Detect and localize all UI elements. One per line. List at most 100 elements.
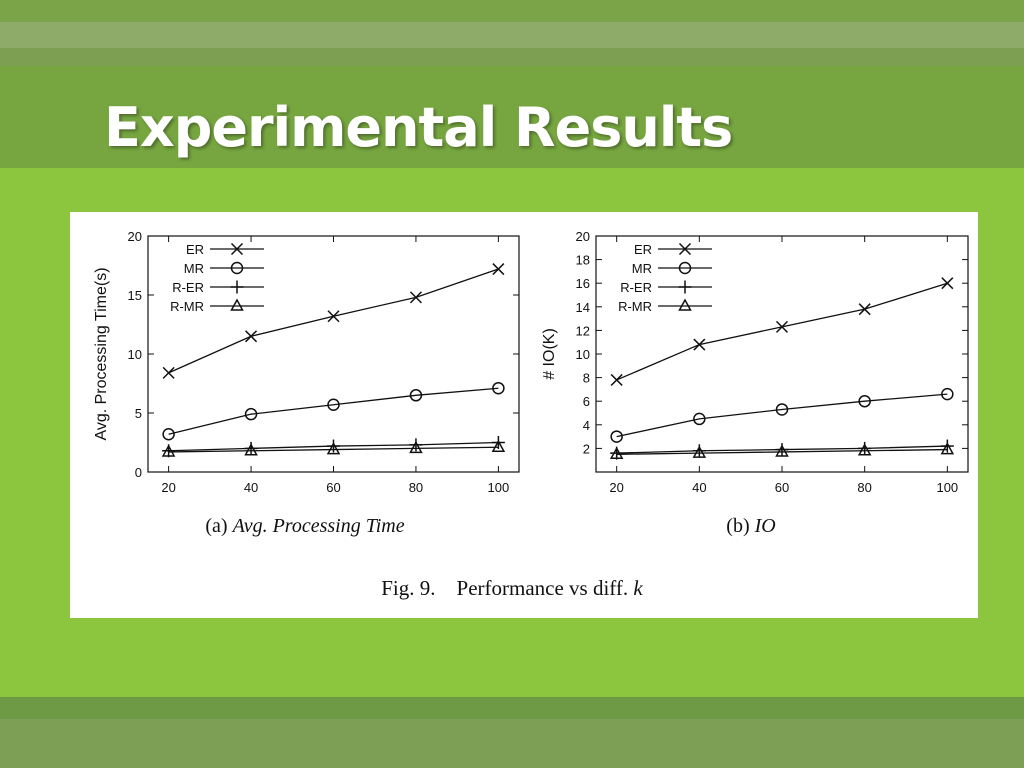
y-tick-label: 20 xyxy=(576,229,590,244)
data-point-er xyxy=(245,330,258,343)
x-tick-label: 20 xyxy=(609,480,623,495)
y-tick-label: 0 xyxy=(135,465,142,480)
data-point-mr xyxy=(409,389,423,402)
legend-marker xyxy=(230,261,244,275)
x-tick-label: 100 xyxy=(488,480,510,495)
legend-label: R-ER xyxy=(172,280,204,295)
series-er xyxy=(610,277,954,386)
data-point-r-mr xyxy=(857,443,872,456)
data-point-mr xyxy=(492,381,505,395)
figure-caption: Fig. 9. Performance vs diff. k xyxy=(381,576,643,600)
figure-caption-label: Fig. 9. xyxy=(381,576,456,600)
footer-stripe xyxy=(0,697,1024,719)
legend-label: ER xyxy=(186,242,204,257)
data-point-r-mr xyxy=(692,445,707,458)
series-line-er xyxy=(616,282,948,381)
data-point-er xyxy=(858,303,871,316)
subfigure-label: (b) xyxy=(726,515,754,537)
data-point-mr xyxy=(693,412,706,426)
x-tick-label: 40 xyxy=(692,480,706,495)
chart-io: 2 4 6 8 10 12 14 16 18 20 20 40 60 80 100 # IO(K) ER MR R-… xyxy=(541,229,969,537)
figure-caption-text: Performance vs diff. xyxy=(457,576,634,600)
legend-marker xyxy=(678,242,692,256)
figure-caption-variable: k xyxy=(633,576,643,600)
data-point-r-mr xyxy=(491,439,506,452)
legend-marker xyxy=(678,298,692,311)
subfigure-caption: (b) IO xyxy=(726,515,775,537)
y-tick-label: 12 xyxy=(576,323,590,338)
legend-marker xyxy=(678,261,692,275)
data-point-er xyxy=(941,277,954,290)
legend-label: ER xyxy=(634,242,652,257)
header-stripe xyxy=(0,0,1024,22)
y-axis-label: # IO(K) xyxy=(541,328,558,380)
header-stripe xyxy=(0,48,1024,66)
data-point-r-mr xyxy=(244,443,258,456)
x-tick-label: 20 xyxy=(161,480,175,495)
x-tick-label: 60 xyxy=(775,480,789,495)
legend-label: R-ER xyxy=(620,280,652,295)
subfigure-title: Avg. Processing Time xyxy=(231,515,405,537)
subfigure-caption: (a) Avg. Processing Time xyxy=(205,515,404,537)
series-line-r-mr xyxy=(616,448,948,455)
series-line-er xyxy=(168,268,499,374)
y-tick-label: 16 xyxy=(576,276,590,291)
y-tick-label: 10 xyxy=(576,347,590,362)
series-r-mr xyxy=(609,442,955,460)
data-point-mr xyxy=(775,403,789,416)
footer-stripe xyxy=(0,719,1024,768)
data-point-r-mr xyxy=(161,444,176,457)
series-line-mr xyxy=(616,393,948,438)
legend-label: MR xyxy=(184,261,204,276)
data-point-er xyxy=(327,310,340,323)
data-point-er xyxy=(693,338,706,351)
data-point-mr xyxy=(941,387,954,401)
y-tick-label: 20 xyxy=(128,229,142,244)
subfigure-title: IO xyxy=(754,515,776,537)
y-tick-label: 5 xyxy=(135,406,142,421)
data-point-er xyxy=(492,263,505,276)
legend-marker xyxy=(230,242,244,256)
x-tick-label: 40 xyxy=(244,480,258,495)
chart-processing-time: 0 5 10 15 20 20 40 60 80 100 Avg. Processing Time(… xyxy=(93,229,520,537)
x-tick-label: 100 xyxy=(936,480,958,495)
header-stripe xyxy=(0,22,1024,48)
legend-label: MR xyxy=(632,261,652,276)
x-tick-label: 80 xyxy=(409,480,423,495)
data-point-er xyxy=(409,291,422,304)
data-point-mr xyxy=(327,398,340,411)
series-r-mr xyxy=(161,439,506,457)
y-tick-label: 8 xyxy=(583,371,590,386)
data-point-r-mr xyxy=(409,440,423,454)
series-er xyxy=(162,263,505,379)
y-axis-label: Avg. Processing Time(s) xyxy=(93,267,110,440)
figure-panel: 0 5 10 15 20 20 40 60 80 100 Avg. Processing Time(… xyxy=(70,212,978,618)
y-tick-label: 4 xyxy=(583,418,590,433)
subfigure-label: (a) xyxy=(205,515,232,537)
slide-title: Experimental Results xyxy=(104,96,733,159)
legend-label: R-MR xyxy=(618,299,652,314)
data-point-r-mr xyxy=(326,442,341,455)
data-point-r-mr xyxy=(609,446,624,460)
legend: ER MR R-ER R-MR xyxy=(618,242,712,314)
y-tick-label: 6 xyxy=(583,394,590,409)
y-tick-label: 18 xyxy=(576,253,590,268)
y-tick-label: 10 xyxy=(128,347,142,362)
data-point-mr xyxy=(610,430,623,443)
series-mr xyxy=(610,387,954,443)
data-point-mr xyxy=(162,427,175,441)
data-point-er xyxy=(162,366,175,379)
data-point-er xyxy=(775,320,789,333)
legend-marker xyxy=(230,298,244,311)
x-tick-label: 80 xyxy=(857,480,871,495)
data-point-mr xyxy=(244,407,258,421)
y-tick-label: 15 xyxy=(128,288,142,303)
x-tick-label: 60 xyxy=(326,480,340,495)
data-point-er xyxy=(610,373,623,386)
series-line-mr xyxy=(168,387,499,435)
legend-label: R-MR xyxy=(170,299,204,314)
data-point-r-mr xyxy=(775,444,789,457)
data-point-r-mr xyxy=(940,442,955,455)
y-tick-label: 2 xyxy=(583,441,590,456)
